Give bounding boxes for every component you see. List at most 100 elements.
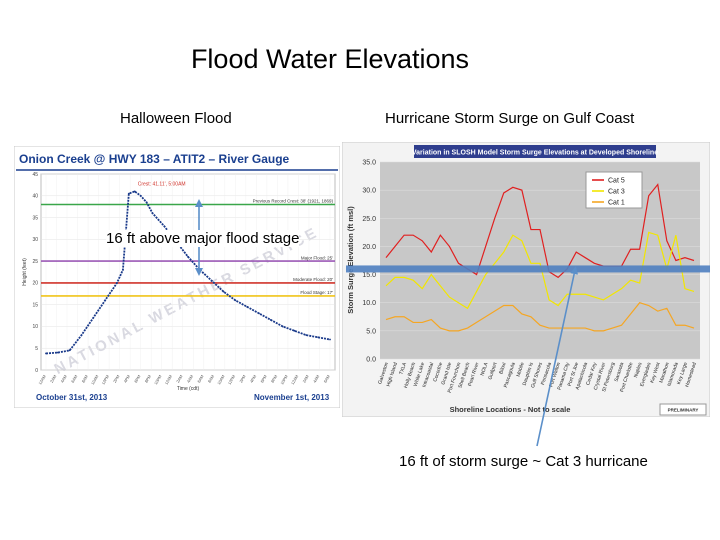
y-tick-label: 30 xyxy=(32,237,38,243)
observed-stage-point xyxy=(210,279,213,282)
x-tick-label: 4AM xyxy=(59,374,67,384)
x-tick-label: 12AM xyxy=(37,374,47,386)
x-tick-label: 2PM xyxy=(238,374,246,384)
threshold-label: Major Flood: 25' xyxy=(301,255,333,260)
threshold-label: Previous Record Crest: 38' (1921, 1869) xyxy=(253,199,334,204)
x-tick-label: Biloxi xyxy=(498,362,507,375)
y-tick-label: 20 xyxy=(32,281,38,287)
observed-stage-point xyxy=(258,312,260,315)
observed-stage-point xyxy=(104,299,107,302)
x-tick-label: 8AM xyxy=(80,374,88,384)
observed-stage-point xyxy=(145,201,148,204)
observed-stage-point xyxy=(163,225,166,228)
x-tick-label: 6PM xyxy=(259,374,267,384)
crest-label: Crest: 41.11', 5:00AM xyxy=(138,181,186,187)
observed-stage-point xyxy=(139,194,142,197)
storm-surge-plot-area xyxy=(380,162,700,359)
y-tick-label: 15.0 xyxy=(362,272,376,279)
x-tick-label: Sarasota xyxy=(614,362,626,383)
observed-stage-point xyxy=(122,268,124,271)
storm-surge-y-axis-label: Storm Surge Elevation (ft msl) xyxy=(346,206,355,314)
observed-stage-point xyxy=(92,316,95,319)
storm-surge-legend-items: Cat 5 Cat 3 Cat 1 xyxy=(592,178,625,207)
x-tick-label: 4AM xyxy=(312,374,320,384)
storm-surge-annotation: 16 ft of storm surge ~ Cat 3 hurricane xyxy=(399,453,648,470)
x-tick-label: Mobile xyxy=(516,362,526,378)
surge-pointer-arrow xyxy=(536,266,579,447)
x-tick-label: 4PM xyxy=(249,374,257,384)
x-tick-label: 8PM xyxy=(270,374,278,384)
observed-stage-point xyxy=(269,319,272,321)
y-tick-label: 25.0 xyxy=(362,216,376,223)
x-tick-label: 6PM xyxy=(133,374,141,384)
river-gauge-title: Onion Creek @ HWY 183 – ATIT2 – River Ga… xyxy=(19,152,290,166)
y-tick-label: 35 xyxy=(32,215,38,221)
y-tick-label: 10 xyxy=(32,324,38,330)
flood-thresholds: Previous Record Crest: 38' (1921, 1869) M… xyxy=(41,199,335,297)
date-october-31: October 31st, 2013 xyxy=(36,393,108,402)
threshold-label: Flood Stage: 17' xyxy=(300,290,333,295)
observed-stage-point xyxy=(127,192,130,195)
storm-surge-legend xyxy=(585,171,643,209)
y-tick-label: 5 xyxy=(35,346,38,352)
y-tick-label: 10.0 xyxy=(362,300,376,307)
x-tick-label: 10PM xyxy=(153,374,163,386)
y-tick-label: 5.0 xyxy=(366,328,376,335)
y-tick-label: 40 xyxy=(32,194,38,200)
observed-stage-point xyxy=(305,334,308,337)
y-tick-label: 25 xyxy=(32,259,38,265)
river-gauge-y-ticks: 0 5 10 15 20 25 30 35 40 45 xyxy=(32,172,38,374)
legend-label: Cat 5 xyxy=(608,178,625,185)
threshold-label: Moderate Flood: 20' xyxy=(293,277,333,282)
river-gauge-chart: Onion Creek @ HWY 183 – ATIT2 – River Ga… xyxy=(14,146,340,408)
x-tick-label: 12AM xyxy=(290,374,300,386)
observed-stage-point xyxy=(281,325,284,328)
y-tick-label: 20.0 xyxy=(362,244,376,251)
observed-stage-point xyxy=(151,212,154,215)
x-tick-label: 8AM xyxy=(207,374,215,384)
x-tick-label: 6AM xyxy=(322,374,330,384)
y-tick-label: 15 xyxy=(32,302,38,308)
legend-label: Cat 3 xyxy=(608,189,625,196)
x-tick-label: 2AM xyxy=(301,374,309,384)
storm-surge-title-bar xyxy=(414,145,656,158)
observed-stage-point xyxy=(293,329,296,332)
storm-surge-x-axis-label: Shoreline Locations - Not to scale xyxy=(450,405,571,414)
observed-stage-point xyxy=(317,336,320,339)
x-tick-label: 12AM xyxy=(164,374,174,386)
observed-stage-point xyxy=(133,190,136,193)
storm-surge-chart: Variation in SLOSH Model Storm Surge Ele… xyxy=(342,142,710,417)
storm-surge-subtitle: Hurricane Storm Surge on Gulf Coast xyxy=(385,110,635,127)
x-tick-label: NOLA xyxy=(480,361,490,376)
observed-stage-point xyxy=(187,255,189,258)
river-gauge-y-axis-label: Height (feet) xyxy=(22,258,28,286)
river-gauge-x-ticks: 12AM 2AM 4AM 6AM 8AM 10AM 12PM 2PM 4PM 6PM 8PM 10PM… xyxy=(37,374,331,386)
x-tick-label: Cocodrie xyxy=(432,362,444,383)
x-tick-label: 4PM xyxy=(123,374,131,384)
y-tick-label: 45 xyxy=(32,172,38,178)
y-tick-label: 30.0 xyxy=(362,188,376,195)
observed-stage-point xyxy=(116,281,118,284)
storm-surge-y-ticks: 0.0 5.0 10.0 15.0 20.0 25.0 30.0 35.0 xyxy=(362,160,376,364)
observed-stage-point xyxy=(45,352,47,355)
x-tick-label: Gulfport xyxy=(487,361,498,380)
date-november-1: November 1st, 2013 xyxy=(254,393,330,402)
flood-stage-annotation: 16 ft above major flood stage xyxy=(106,230,300,247)
x-tick-label: 10AM xyxy=(216,374,226,386)
preliminary-note: PRELIMINARY xyxy=(668,408,699,413)
observed-stage-point xyxy=(329,338,331,341)
y-tick-label: 35.0 xyxy=(362,160,376,167)
storm-surge-gridlines xyxy=(380,161,700,360)
x-tick-label: 10PM xyxy=(279,374,289,386)
series-line-cat-5 xyxy=(385,183,695,279)
river-gauge-plot-area xyxy=(40,173,336,371)
preliminary-box xyxy=(659,403,707,416)
x-tick-label: 12PM xyxy=(100,374,110,386)
observed-stage-point xyxy=(56,351,59,354)
river-gauge-x-axis-label: Time (cdt) xyxy=(177,386,200,392)
x-tick-label: 2AM xyxy=(175,374,183,384)
x-tick-label: TXLA xyxy=(398,361,408,375)
observed-stage-point xyxy=(68,349,71,352)
x-tick-label: 12PM xyxy=(227,374,237,386)
slide-title: Flood Water Elevations xyxy=(190,44,470,74)
